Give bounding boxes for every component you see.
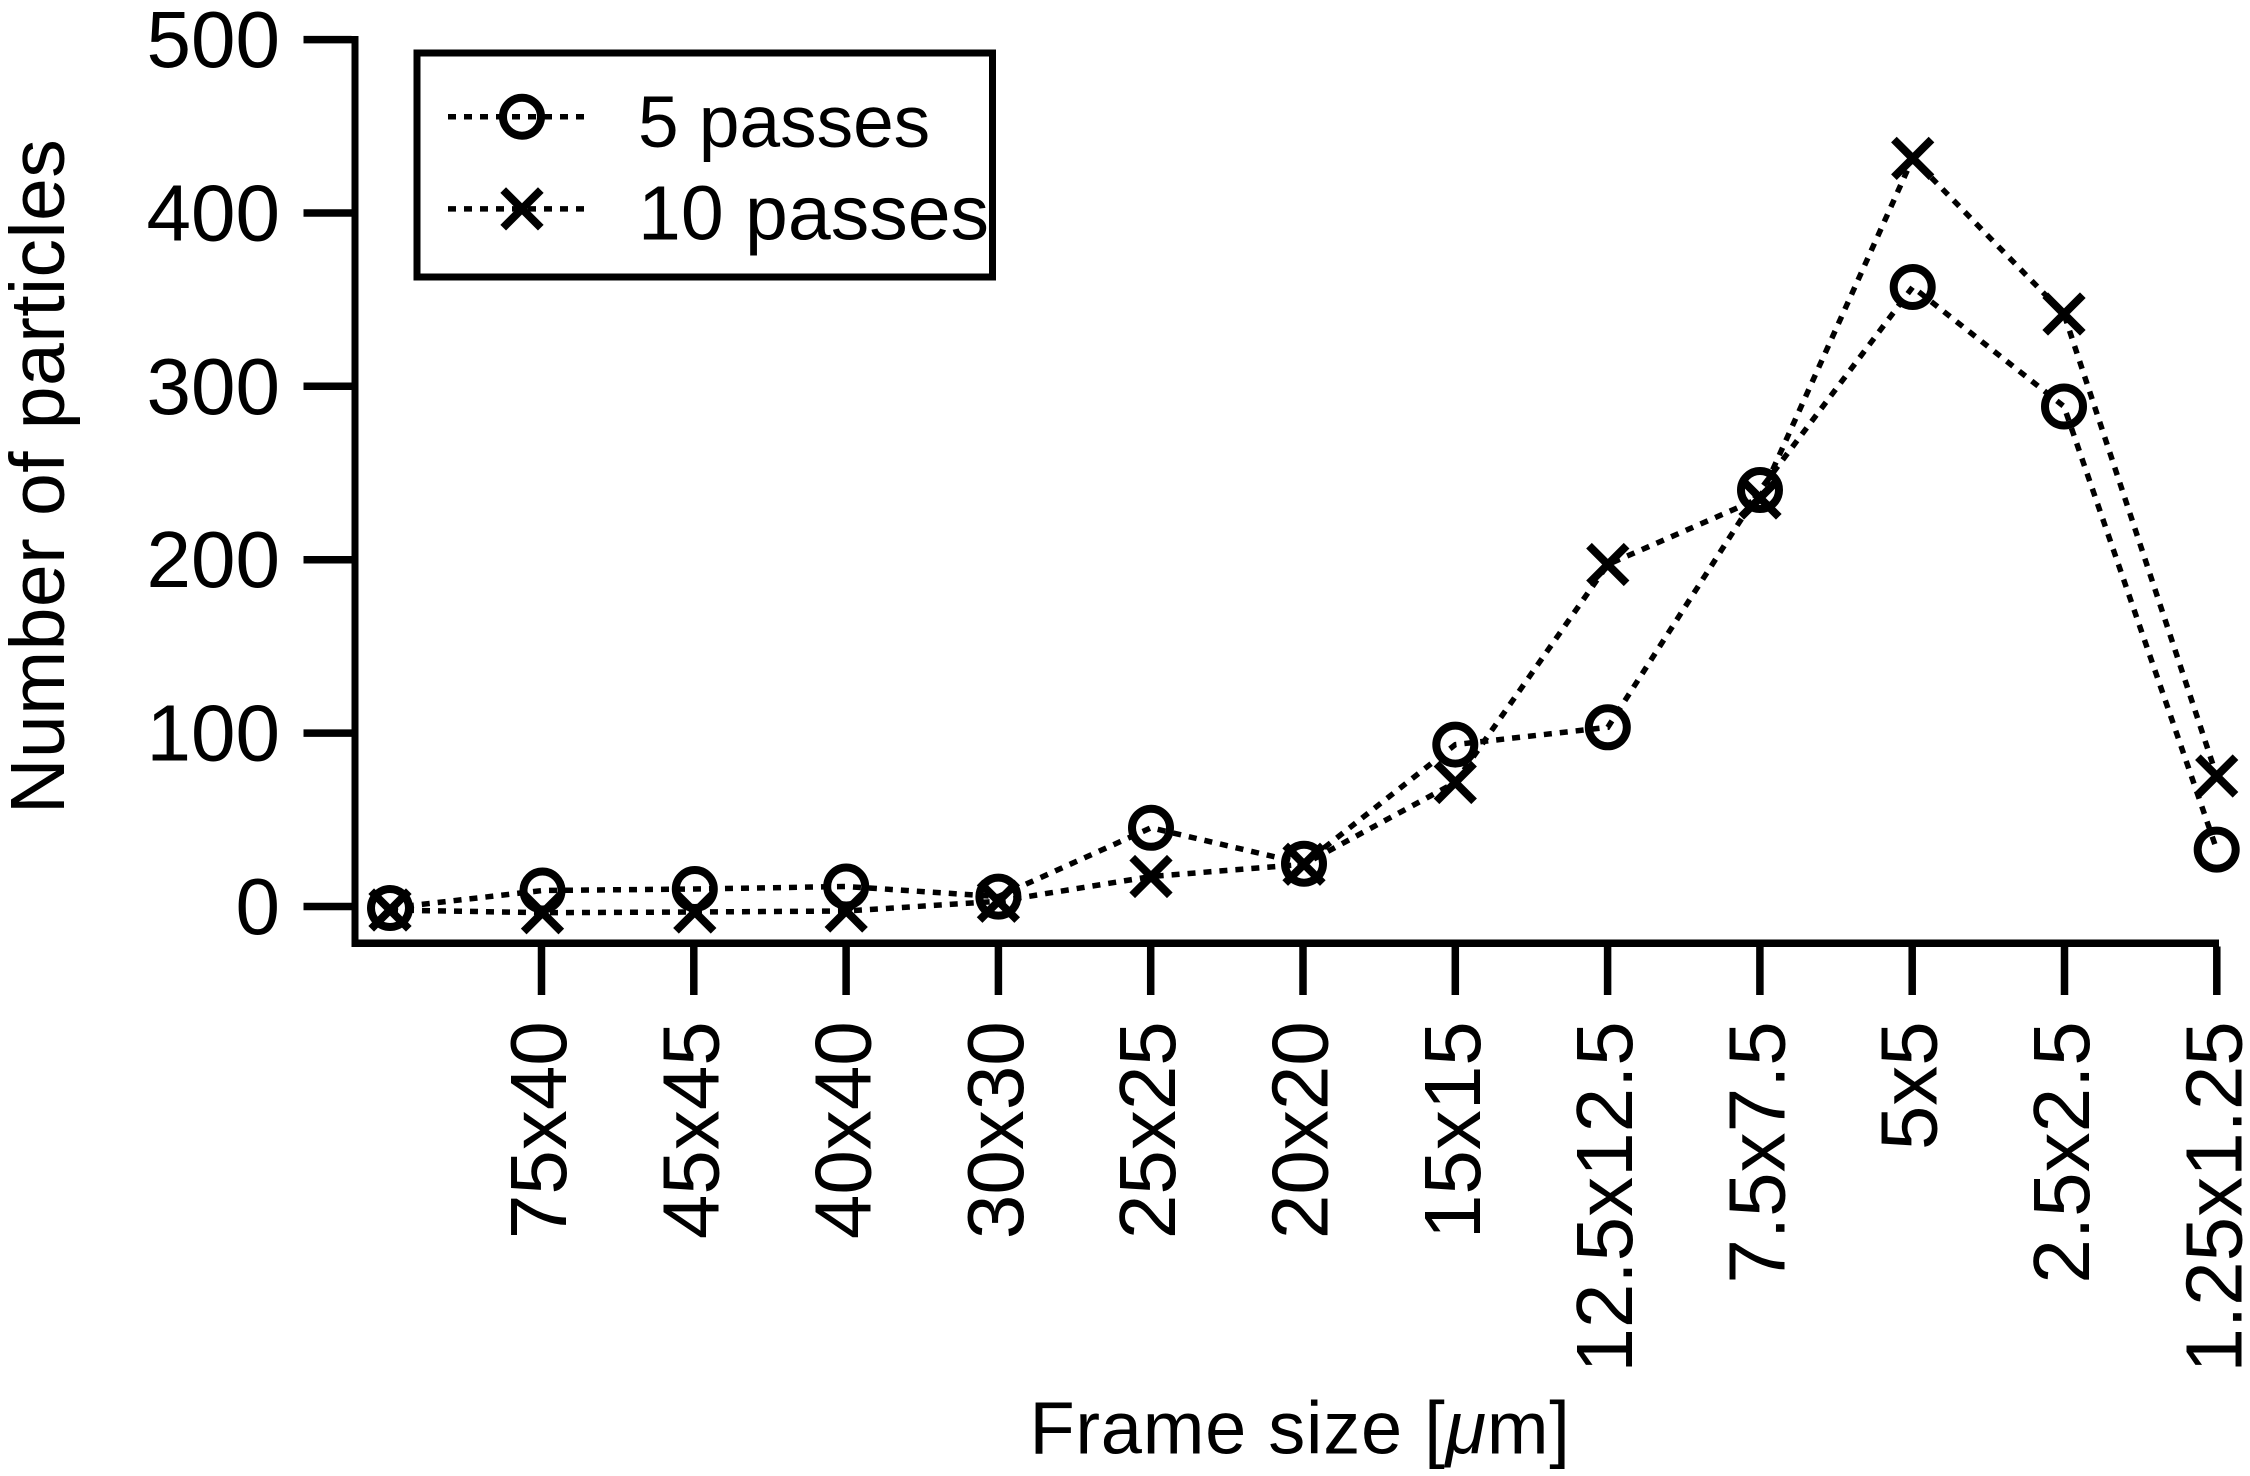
svg-text:1.25x1.25: 1.25x1.25 [2169, 1021, 2250, 1372]
svg-text:400: 400 [147, 169, 280, 258]
svg-text:10 passes: 10 passes [638, 171, 989, 257]
svg-text:12.5x12.5: 12.5x12.5 [1560, 1021, 1649, 1372]
svg-text:25x25: 25x25 [1103, 1021, 1192, 1239]
svg-text:Frame size [μm]: Frame size [μm] [1029, 1387, 1570, 1470]
svg-text:7.5x7.5: 7.5x7.5 [1712, 1021, 1801, 1283]
svg-text:40x40: 40x40 [799, 1021, 888, 1239]
svg-text:0: 0 [236, 862, 281, 951]
svg-text:500: 500 [147, 0, 280, 84]
svg-text:45x45: 45x45 [646, 1021, 735, 1239]
svg-text:100: 100 [147, 689, 280, 778]
svg-text:30x30: 30x30 [951, 1021, 1040, 1239]
svg-text:20x20: 20x20 [1256, 1021, 1345, 1239]
svg-text:300: 300 [147, 342, 280, 431]
svg-text:Number of particles: Number of particles [0, 139, 81, 814]
svg-text:200: 200 [147, 515, 280, 604]
svg-text:75x40: 75x40 [494, 1021, 583, 1239]
svg-text:2.5x2.5: 2.5x2.5 [2017, 1021, 2106, 1283]
svg-text:5 passes: 5 passes [638, 82, 930, 163]
svg-text:15x15: 15x15 [1408, 1021, 1497, 1239]
svg-text:5x5: 5x5 [1865, 1021, 1954, 1150]
